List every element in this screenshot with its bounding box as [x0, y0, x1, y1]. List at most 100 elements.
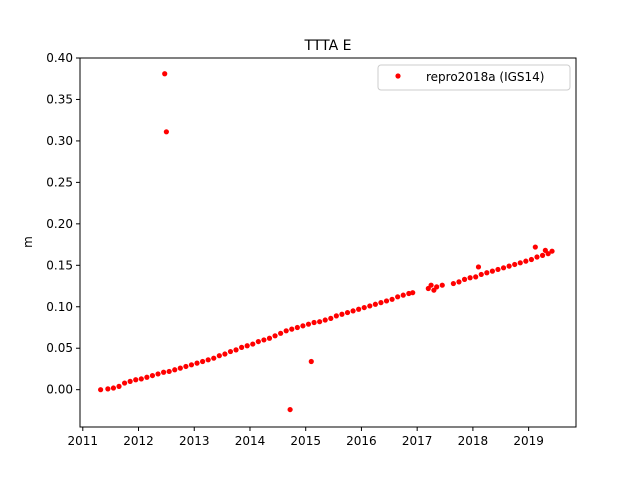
data-point	[161, 369, 167, 375]
data-point	[545, 251, 551, 257]
data-point	[467, 275, 473, 281]
data-point	[138, 376, 144, 382]
data-point	[356, 306, 362, 312]
data-point	[473, 274, 479, 280]
x-tick-label: 2011	[68, 434, 99, 448]
data-point	[534, 254, 540, 260]
data-point	[239, 344, 245, 350]
data-point	[177, 365, 183, 371]
data-point	[517, 260, 523, 266]
data-point	[450, 280, 456, 287]
data-point	[149, 372, 156, 379]
data-point	[434, 284, 440, 290]
data-point	[244, 343, 250, 349]
legend-box	[377, 64, 571, 91]
data-point	[311, 319, 317, 326]
data-point	[144, 374, 150, 380]
x-tick-label: 2018	[458, 434, 489, 448]
y-tick-label: 0.20	[46, 217, 73, 231]
y-tick-label: 0.00	[46, 383, 73, 397]
data-point	[121, 380, 128, 386]
data-point	[188, 362, 195, 368]
data-point	[278, 330, 284, 336]
data-point	[317, 319, 323, 325]
data-point	[322, 317, 328, 323]
data-point	[233, 347, 239, 353]
data-point	[532, 244, 538, 250]
y-tick-label: 0.15	[46, 258, 73, 272]
y-axis-ticks: 0.00 0.05 0.10 0.15 0.20 0.25 0.30 0.35 0.40	[46, 51, 80, 397]
data-point	[475, 264, 482, 270]
data-point	[222, 351, 228, 357]
data-point	[506, 263, 512, 269]
x-axis-ticks: 2011 2012 2013 2014 2015 2016 2017 2018 2019	[68, 427, 544, 448]
data-point	[289, 326, 295, 332]
x-tick-label: 2012	[123, 434, 154, 448]
data-point	[523, 258, 529, 264]
data-point	[489, 268, 495, 274]
y-axis-label: m	[21, 236, 35, 248]
data-point	[495, 266, 501, 273]
data-point	[367, 303, 373, 309]
data-point	[439, 282, 445, 288]
data-point	[372, 301, 378, 307]
data-point	[410, 290, 416, 296]
data-point	[333, 313, 339, 319]
data-point	[266, 335, 273, 341]
data-point	[116, 383, 122, 389]
data-point	[528, 256, 535, 263]
data-point	[512, 261, 518, 268]
data-point	[461, 276, 468, 282]
data-point	[350, 308, 356, 314]
data-point	[549, 248, 555, 254]
data-point	[166, 368, 172, 375]
data-point	[478, 271, 484, 278]
data-point	[383, 298, 390, 304]
data-point	[200, 358, 206, 365]
x-tick-label: 2019	[513, 434, 544, 448]
data-points	[98, 71, 555, 413]
legend-marker	[395, 73, 401, 79]
data-point	[283, 328, 289, 334]
y-tick-label: 0.40	[46, 51, 73, 65]
y-tick-label: 0.25	[46, 175, 73, 189]
data-point	[105, 386, 111, 392]
data-point	[172, 367, 178, 373]
data-point	[339, 311, 345, 317]
data-point	[261, 337, 267, 343]
data-point	[406, 290, 412, 297]
y-tick-label: 0.30	[46, 134, 73, 148]
data-point	[133, 377, 139, 383]
data-point	[456, 279, 462, 285]
data-point	[361, 304, 367, 311]
plot-frame	[79, 57, 577, 428]
data-point	[127, 378, 133, 384]
legend: repro2018a (IGS14)	[377, 64, 571, 91]
data-point	[216, 353, 222, 359]
data-point	[287, 406, 293, 413]
data-point	[328, 315, 334, 321]
data-point	[162, 71, 168, 77]
chart-title: TTTA E	[304, 38, 352, 54]
y-tick-label: 0.10	[46, 300, 73, 314]
x-tick-label: 2015	[290, 434, 321, 448]
y-tick-label: 0.35	[46, 92, 73, 106]
data-point	[227, 348, 234, 355]
data-point	[110, 385, 117, 391]
data-point	[389, 296, 395, 302]
data-point	[305, 321, 312, 327]
data-point	[250, 341, 256, 347]
data-point	[163, 129, 169, 135]
data-point	[211, 355, 217, 361]
data-point	[378, 300, 384, 306]
data-point	[205, 357, 211, 363]
data-point	[183, 363, 189, 370]
data-point	[300, 323, 306, 329]
data-point	[294, 324, 300, 331]
data-point	[308, 358, 314, 365]
data-point	[194, 360, 200, 366]
data-point	[395, 294, 401, 300]
data-point	[255, 338, 261, 345]
data-point	[344, 309, 351, 316]
x-tick-label: 2016	[346, 434, 377, 448]
